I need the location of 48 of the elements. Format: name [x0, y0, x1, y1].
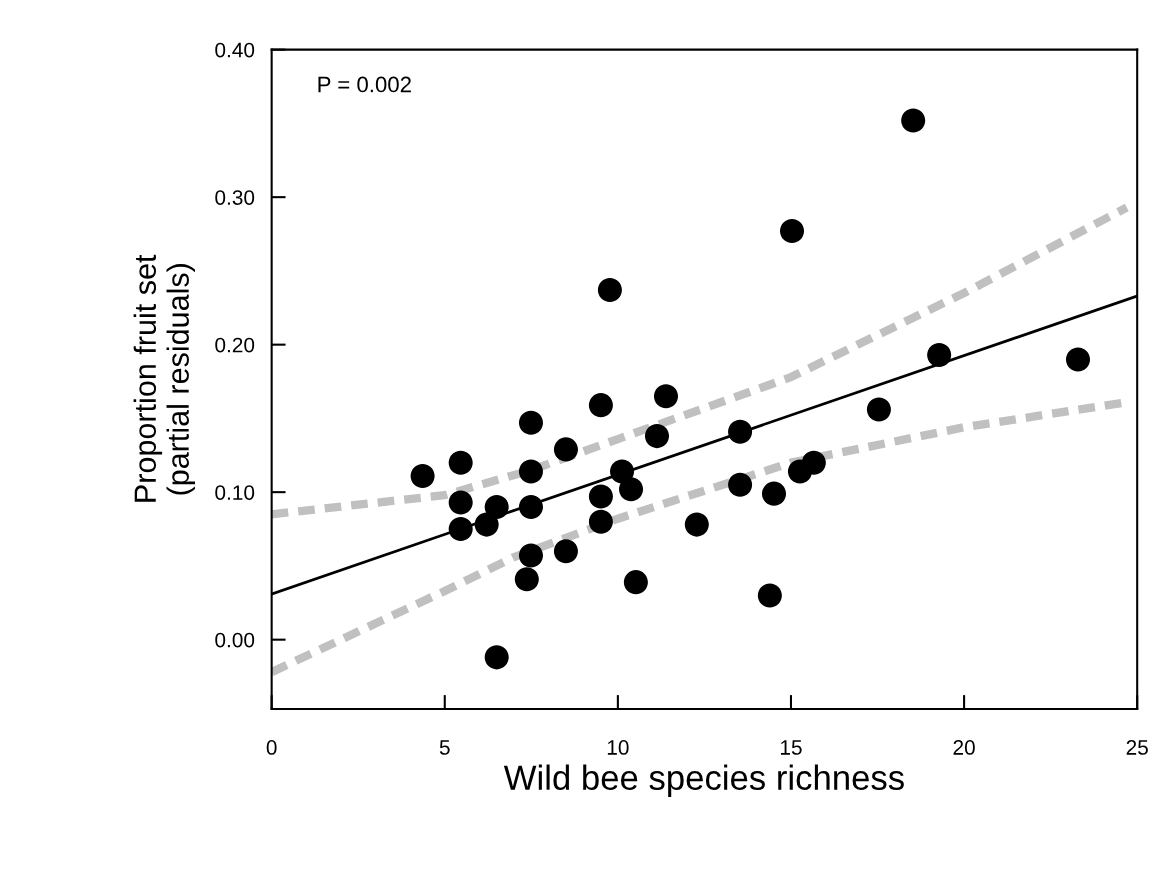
point	[518, 494, 543, 519]
point	[779, 219, 805, 244]
point	[448, 517, 473, 542]
point	[448, 450, 473, 475]
y-tick-label: 0.20	[215, 337, 255, 353]
point	[653, 384, 679, 409]
point	[644, 424, 670, 449]
point	[518, 543, 543, 568]
point	[757, 583, 782, 608]
point	[610, 459, 635, 484]
x-axis-title: Wild bee species richness	[503, 764, 904, 797]
point	[801, 450, 826, 475]
point	[623, 570, 648, 595]
point	[728, 472, 753, 497]
point	[588, 509, 613, 534]
point	[761, 481, 787, 506]
x-tick-label: 20	[953, 740, 975, 755]
point	[684, 512, 709, 537]
y-tick-label: 0.40	[215, 42, 255, 58]
point	[448, 490, 473, 515]
point	[553, 437, 578, 462]
point	[410, 463, 435, 488]
point	[518, 459, 543, 484]
point	[728, 419, 753, 444]
point	[901, 108, 926, 133]
point	[1065, 347, 1091, 372]
x-tick-label: 5	[439, 740, 450, 755]
point	[474, 512, 499, 537]
x-tick-label: 10	[607, 740, 629, 755]
point	[553, 539, 578, 564]
point	[866, 397, 891, 422]
point	[514, 567, 539, 592]
point	[619, 477, 644, 502]
y-tick-label: 0.00	[215, 632, 255, 648]
x-tick-label: 25	[1126, 740, 1148, 755]
point	[518, 410, 543, 435]
point	[484, 645, 509, 670]
point	[484, 494, 509, 519]
x-tick-label: 15	[780, 740, 802, 755]
y-tick-label: 0.10	[215, 485, 255, 500]
annotation: P = 0.002	[318, 76, 411, 93]
point	[927, 342, 952, 368]
point	[588, 393, 613, 418]
x-tick-label: 0	[266, 740, 277, 755]
point	[597, 278, 622, 303]
point	[588, 484, 613, 509]
y-axis-title: Proportion fruit set (partial residuals)	[133, 254, 195, 502]
y-tick-label: 0.30	[215, 190, 255, 205]
